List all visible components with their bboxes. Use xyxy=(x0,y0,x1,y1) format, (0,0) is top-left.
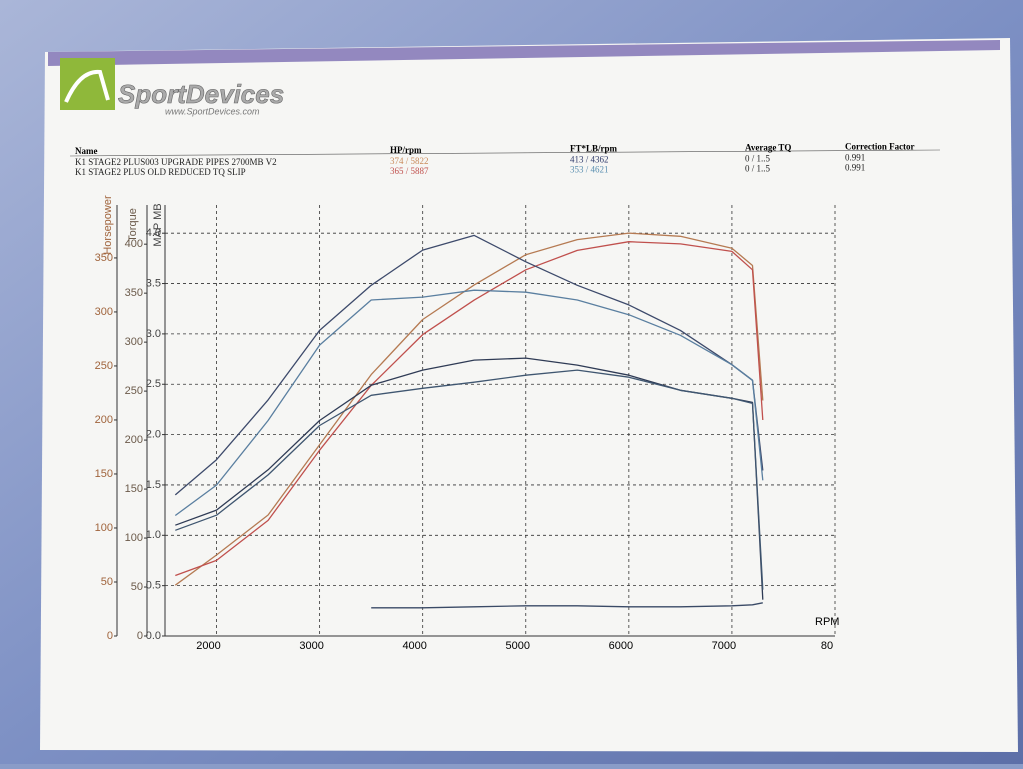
column-header: Correction Factor xyxy=(845,141,915,151)
logo-mark xyxy=(60,58,115,110)
logo-url: www.SportDevices.com xyxy=(165,106,260,116)
y-tick-label: 0 xyxy=(137,630,143,642)
curve xyxy=(174,234,764,496)
y-tick-label: 350 xyxy=(125,287,143,299)
table-cell: 0.991 xyxy=(845,162,865,172)
y-tick-label: 4.0 xyxy=(146,227,161,239)
plot: Horsepower 0 50 100 150 200 250 300 350 Torque 0 50… xyxy=(95,195,840,652)
y-tick-label: 0.0 xyxy=(146,630,161,642)
y-tick-label: 0.5 xyxy=(146,580,161,592)
x-tick-label: 80 xyxy=(821,640,833,652)
paper xyxy=(40,38,1018,752)
y-axis-label: MAP MB xyxy=(152,203,164,246)
table-cell: K1 STAGE2 PLUS OLD REDUCED TQ SLIP xyxy=(75,167,246,177)
x-tick-label: 5000 xyxy=(506,640,530,652)
curve xyxy=(175,241,764,577)
column-header: Name xyxy=(75,146,98,156)
column-header: FT*LB/rpm xyxy=(570,144,618,154)
y-tick-label: 150 xyxy=(95,468,113,480)
y-tick-label: 100 xyxy=(95,522,113,534)
y-tick-label: 250 xyxy=(95,360,113,372)
y-tick-label: 300 xyxy=(125,336,143,348)
y-tick-label: 1.0 xyxy=(146,529,161,541)
table-cell: 0.991 xyxy=(845,152,865,162)
y-tick-label: 400 xyxy=(125,238,143,250)
x-tick-label: 2000 xyxy=(196,640,220,652)
y-tick-label: 3.0 xyxy=(146,328,161,340)
x-tick-label: 6000 xyxy=(609,640,633,652)
y-tick-label: 3.5 xyxy=(146,277,161,289)
column-header: HP/rpm xyxy=(390,145,422,155)
curve xyxy=(174,232,764,586)
table-cell: 353 / 4621 xyxy=(570,165,609,175)
table-cell: 365 / 5887 xyxy=(390,166,429,176)
curve xyxy=(371,602,763,609)
table-cell: 413 / 4362 xyxy=(570,155,609,165)
x-tick-label: 3000 xyxy=(299,640,323,652)
y-tick-label: 200 xyxy=(125,434,143,446)
table-cell: 0 / 1..5 xyxy=(745,163,771,173)
x-tick-label: 4000 xyxy=(402,640,426,652)
y-tick-label: 50 xyxy=(131,581,143,593)
header-band xyxy=(48,40,1000,66)
y-tick-label: 150 xyxy=(125,483,143,495)
y-tick-label: 2.0 xyxy=(146,429,161,441)
y-tick-label: 200 xyxy=(95,414,113,426)
y-axis-label: Torque xyxy=(127,208,139,242)
table-cell: K1 STAGE2 PLUS003 UPGRADE PIPES 2700MB V… xyxy=(75,157,277,167)
y-tick-label: 100 xyxy=(125,532,143,544)
y-axis-label: Horsepower xyxy=(102,195,114,255)
column-header: Average TQ xyxy=(745,142,791,152)
table-cell: 0 / 1..5 xyxy=(745,153,771,163)
table-cell: 374 / 5822 xyxy=(390,156,429,166)
y-tick-label: 0 xyxy=(107,630,113,642)
y-tick-label: 2.5 xyxy=(146,378,161,390)
x-tick-label: 7000 xyxy=(712,640,736,652)
y-tick-label: 1.5 xyxy=(146,479,161,491)
logo-icon xyxy=(64,69,110,103)
y-tick-label: 250 xyxy=(125,385,143,397)
table-rule xyxy=(69,149,941,157)
x-axis-label: RPM xyxy=(815,616,839,628)
curve xyxy=(174,289,764,517)
logo-text: SportDevices xyxy=(118,79,284,109)
results-table: Name HP/rpm FT*LB/rpm Average TQ Correction … xyxy=(75,141,915,177)
y-tick-label: 50 xyxy=(101,576,113,588)
y-tick-label: 350 xyxy=(95,252,113,264)
y-tick-label: 300 xyxy=(95,306,113,318)
curve xyxy=(175,369,764,590)
